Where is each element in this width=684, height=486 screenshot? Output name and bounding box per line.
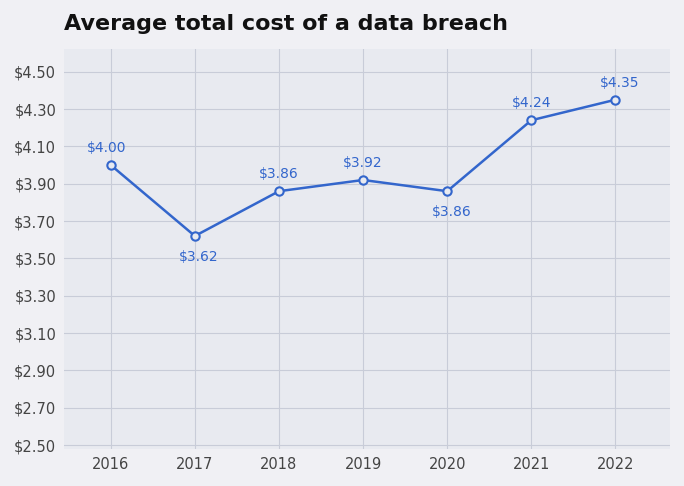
Text: $3.86: $3.86 [259, 167, 299, 181]
Text: $4.24: $4.24 [512, 96, 551, 110]
Text: Average total cost of a data breach: Average total cost of a data breach [64, 14, 508, 34]
Text: $3.86: $3.86 [432, 205, 471, 219]
Text: $4.00: $4.00 [87, 141, 127, 155]
Text: $3.62: $3.62 [179, 249, 219, 263]
Text: $3.92: $3.92 [343, 156, 383, 170]
Text: $4.35: $4.35 [600, 76, 640, 90]
